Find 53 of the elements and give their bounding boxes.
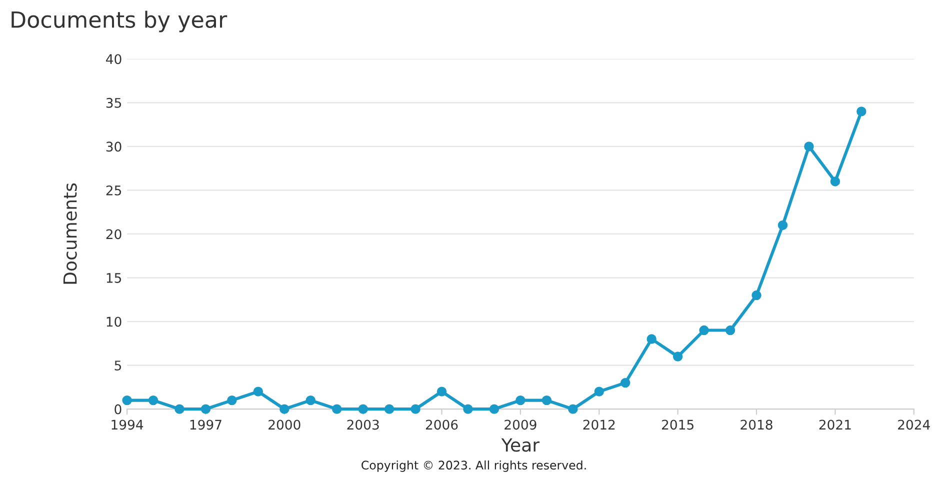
point [358,404,368,414]
x-tick-label: 2006 [426,420,458,430]
point [436,386,447,396]
point [568,404,578,414]
y-tick-label: 10 [106,316,122,327]
point [856,106,866,116]
x-tick-label: 2003 [347,420,379,430]
y-tick-label: 30 [106,142,122,152]
y-tick-label: 25 [106,185,122,196]
x-tick-label: 1997 [190,420,222,430]
point [489,404,500,414]
x-tick-label: 2018 [740,420,772,430]
chart-title: Documents by year [12,10,228,32]
y-tick-label: 20 [106,229,122,240]
point [672,352,683,362]
point [384,404,394,414]
point [752,290,762,300]
point [516,395,526,406]
text: Copyright © 2023. All rights reserved. [362,460,586,472]
point [463,404,473,414]
x-tick-label: 2012 [583,420,615,430]
y-axis-title: Documents [63,183,77,284]
point [280,404,290,414]
x-tick-label: 2024 [898,420,930,430]
x-tick-label: 2021 [819,420,851,430]
y-tick-label: 5 [114,360,122,370]
point [646,334,656,344]
x-tick-label: 1994 [112,420,144,430]
y-tick-label: 40 [106,54,122,64]
x-axis-title: Year [501,438,540,452]
point [778,220,788,230]
point [594,386,604,396]
point [410,404,420,414]
point [200,404,211,414]
point [306,395,316,406]
y-tick-label: 0 [114,404,122,414]
y-tick-label: 35 [106,98,122,108]
point [253,386,264,396]
y-tick-label: 15 [106,273,122,283]
point [148,395,158,406]
x-tick-label: 2009 [504,420,536,430]
point [332,404,342,414]
point [699,325,709,336]
point [174,404,184,414]
point [804,142,814,152]
point [725,325,736,336]
point [542,395,552,406]
point [227,395,237,406]
x-tick-label: 2015 [662,420,694,430]
x-tick-label: 2000 [268,420,300,430]
point [830,176,840,186]
point [620,378,630,388]
point [122,395,132,406]
